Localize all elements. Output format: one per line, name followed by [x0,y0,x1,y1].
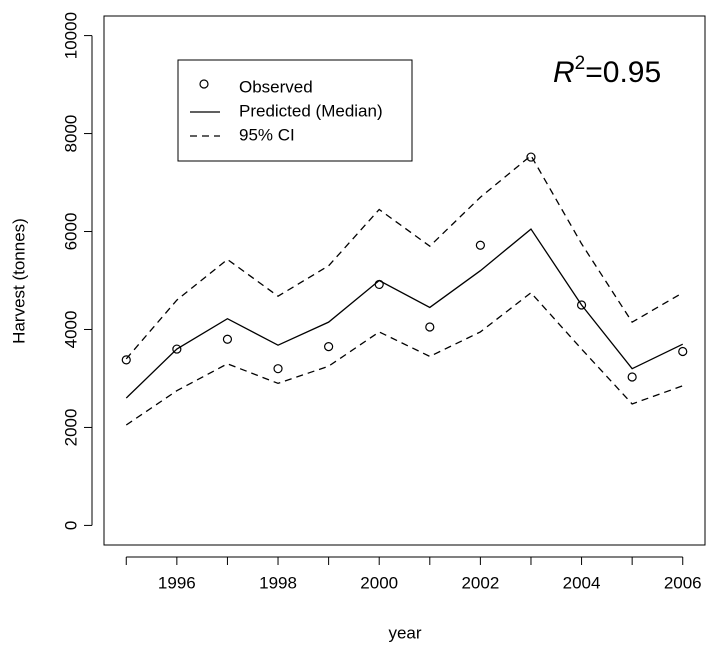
legend-label: Observed [239,77,313,96]
x-axis-label: year [388,623,421,642]
observed-point [576,300,587,310]
legend-label: 95% CI [239,125,295,144]
legend-symbol [199,79,209,89]
annotation: R2=0.95 [553,53,661,89]
observed-point [425,322,435,332]
series-line [125,228,684,399]
annotation-rest: =0.95 [585,56,661,89]
observed-point [526,152,536,162]
x-tick-label: 2000 [360,573,398,592]
observed-point [172,344,182,354]
x-tick-label: 2002 [461,573,499,592]
y-axis-label: Harvest (tonnes) [9,218,28,344]
y-tick-label: 4000 [61,311,80,349]
series-line [125,291,683,426]
observed-point [222,334,233,344]
plot-frame [103,15,706,546]
annotation-base: R [553,56,575,89]
y-tick-label: 2000 [61,409,80,447]
x-tick-label: 1998 [259,573,297,592]
observed-point [678,346,688,357]
x-tick-label: 1996 [158,573,196,592]
y-tick-label: 8000 [61,115,80,153]
y-tick-label: 6000 [61,213,80,251]
y-tick-label: 10000 [61,12,80,59]
observed-point [475,240,485,250]
series-line [125,154,684,360]
annotation-sup: 2 [575,53,586,74]
x-tick-label: 2004 [563,573,601,592]
x-tick-label: 2006 [664,573,702,592]
y-tick-label: 0 [61,521,80,530]
legend-box [177,59,413,162]
observed-point [273,364,283,374]
observed-point [627,372,637,382]
legend-label: Predicted (Median) [239,101,383,120]
observed-point [324,342,334,352]
observed-point [121,355,131,365]
